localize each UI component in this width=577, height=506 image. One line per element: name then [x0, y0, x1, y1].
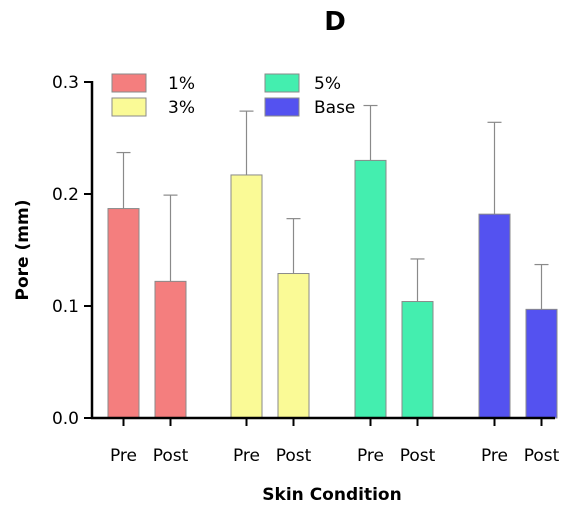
y-tick-label: 0.1	[52, 297, 79, 317]
x-tick-label: Pre	[357, 446, 384, 466]
x-axis-title: Skin Condition	[262, 485, 401, 505]
y-tick-label: 0.3	[52, 73, 79, 93]
legend-label-3%: 3%	[168, 98, 195, 118]
x-tick-label: Post	[153, 446, 189, 466]
bar-Base-Pre	[478, 213, 511, 419]
bar-1%-Post	[154, 280, 187, 419]
axes-layer	[84, 81, 555, 426]
legend-label-5%: 5%	[314, 74, 341, 94]
bar-1%-Pre	[107, 208, 140, 419]
x-tick-label: Pre	[233, 446, 260, 466]
y-axis-title: Pore (mm)	[13, 200, 33, 301]
bar-3%-Post	[277, 273, 310, 419]
x-tick-label: Pre	[110, 446, 137, 466]
legend-swatch-5%	[264, 73, 300, 93]
chart-title: D	[324, 7, 346, 37]
bar-3%-Pre	[230, 174, 263, 419]
legend-label-Base: Base	[314, 98, 355, 118]
bars-layer	[107, 159, 558, 419]
y-tick-label: 0.2	[52, 185, 79, 205]
bar-Base-Post	[525, 308, 558, 419]
legend-swatch-Base	[264, 97, 300, 117]
legend-swatch-1%	[111, 73, 147, 93]
bar-5%-Post	[401, 301, 434, 419]
legend: 1% 3% 5% Base	[111, 73, 355, 118]
x-tick-label: Post	[400, 446, 436, 466]
legend-swatch-3%	[111, 97, 147, 117]
tick-labels-layer: Pre Post Pre Post Pre Post Pre Post 0.0 0.1 0.2 0.3	[52, 73, 560, 466]
y-tick-label: 0.0	[52, 409, 79, 429]
legend-label-1%: 1%	[168, 74, 195, 94]
bar-5%-Pre	[354, 159, 387, 419]
x-tick-label: Post	[276, 446, 312, 466]
x-tick-label: Pre	[481, 446, 508, 466]
x-tick-label: Post	[524, 446, 560, 466]
error-bars-layer	[116, 104, 549, 310]
